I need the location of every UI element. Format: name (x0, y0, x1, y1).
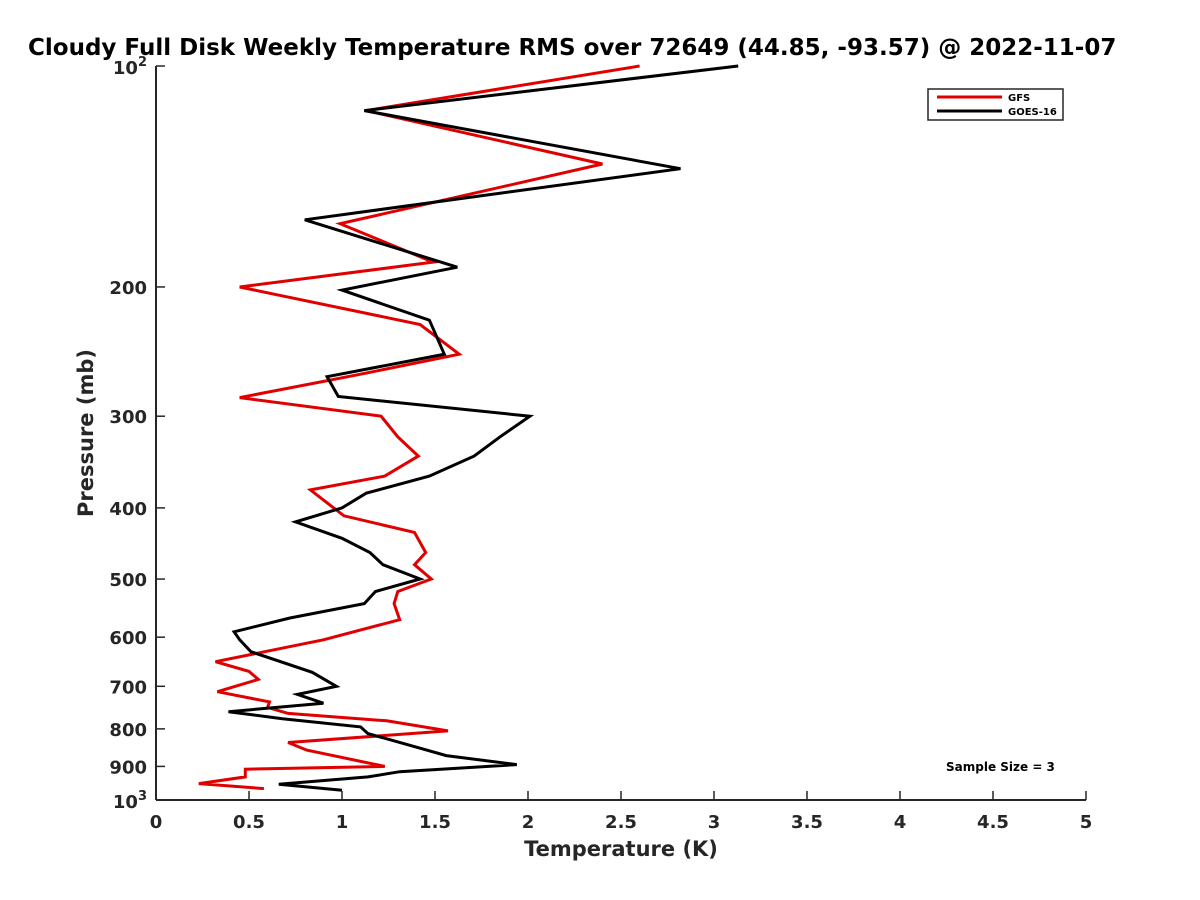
y-tick-label: 102 (113, 55, 147, 79)
y-tick-label: 500 (109, 570, 147, 591)
y-tick-label: 800 (109, 720, 147, 741)
y-axis-label: Pressure (mb) (74, 349, 98, 517)
x-tick-label: 0.5 (233, 812, 265, 833)
x-tick-label: 1.5 (419, 812, 451, 833)
x-tick-label: 1 (336, 812, 349, 833)
x-tick-label: 3.5 (791, 812, 823, 833)
y-tick-label: 900 (109, 757, 147, 778)
legend: GFS GOES-16 (927, 88, 1064, 121)
y-tick-label: 200 (109, 278, 147, 299)
x-axis-label: Temperature (K) (524, 837, 718, 861)
x-tick-label: 2 (522, 812, 535, 833)
x-ticks: 0 0.5 1 1.5 2 2.5 3 3.5 4 4.5 5 (150, 791, 1093, 833)
x-tick-label: 0 (150, 812, 163, 833)
y-ticks: 102 200 300 400 500 600 700 800 900 103 (109, 55, 165, 813)
legend-label: GOES-16 (1008, 107, 1057, 118)
y-tick-label: 400 (109, 499, 147, 520)
legend-items: GFS GOES-16 (937, 93, 1057, 118)
chart-title: Cloudy Full Disk Weekly Temperature RMS … (28, 35, 1116, 61)
x-tick-label: 4.5 (977, 812, 1009, 833)
legend-box (927, 88, 1064, 121)
series-line-gfs (198, 64, 640, 791)
legend-label: GFS (1008, 93, 1030, 104)
x-tick-label: 5 (1080, 812, 1093, 833)
x-tick-label: 3 (708, 812, 721, 833)
series-layer (198, 64, 739, 792)
sample-size-annotation: Sample Size = 3 (946, 760, 1055, 774)
y-tick-label: 700 (109, 677, 147, 698)
series-line-goes-16 (228, 64, 739, 792)
y-tick-label: 300 (109, 407, 147, 428)
x-tick-label: 4 (894, 812, 907, 833)
x-tick-label: 2.5 (605, 812, 637, 833)
y-tick-label: 600 (109, 628, 147, 649)
y-tick-label: 103 (113, 789, 147, 813)
